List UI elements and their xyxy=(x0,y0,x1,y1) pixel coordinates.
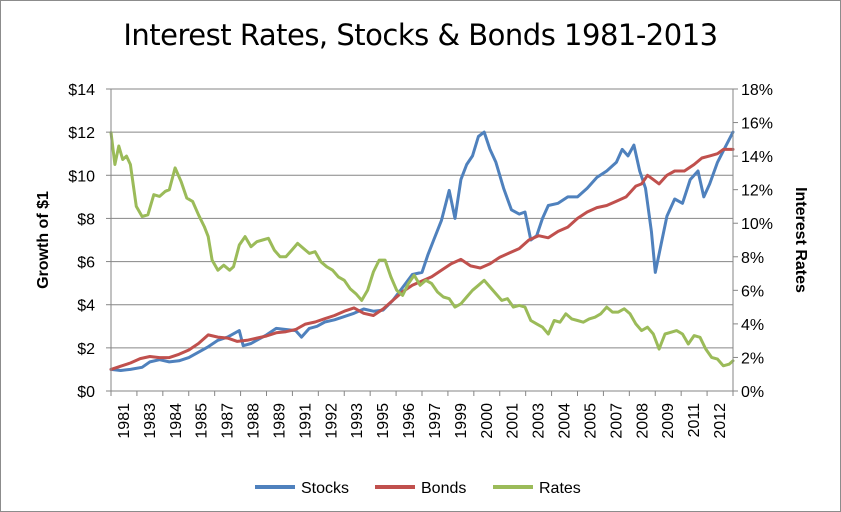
right-tick-label: 18% xyxy=(741,82,773,99)
gridlines xyxy=(111,88,733,392)
x-tick-label: 1993 xyxy=(349,403,366,439)
right-tick-label: 2% xyxy=(741,350,764,367)
series-lines xyxy=(109,130,735,372)
right-axis-title: Interest Rates xyxy=(792,187,809,293)
x-tick-label: 1996 xyxy=(401,403,418,439)
left-tick-label: $4 xyxy=(77,298,95,315)
right-tick-label: 8% xyxy=(741,250,764,267)
x-tick-label: 2012 xyxy=(712,403,729,439)
x-tick-label: 1989 xyxy=(271,403,288,439)
x-tick-label: 1995 xyxy=(375,403,392,439)
x-tick-label: 1985 xyxy=(194,403,211,439)
x-tick-label: 1987 xyxy=(220,403,237,439)
series-line-stocks xyxy=(109,130,735,372)
legend-label-bonds: Bonds xyxy=(421,480,466,497)
right-tick-label: 16% xyxy=(741,116,773,133)
series-line-bonds xyxy=(109,147,735,371)
x-tick-label: 2007 xyxy=(608,403,625,439)
x-tick-label: 2001 xyxy=(505,403,522,439)
x-tick-label: 2004 xyxy=(557,403,574,439)
x-tick-label: 1983 xyxy=(142,403,159,439)
series-line-rates xyxy=(109,131,735,368)
x-tick-label: 1991 xyxy=(297,403,314,439)
x-tick-label: 2000 xyxy=(479,403,496,439)
x-axis-ticks: 1981 1983 1984 1985 1987 1988 1989 1991 1992 1993… xyxy=(110,391,734,439)
left-axis-ticks: $0 $2 $4 $6 $8 $10 $12 $14 xyxy=(68,82,111,401)
right-tick-label: 10% xyxy=(741,216,773,233)
left-tick-label: $0 xyxy=(77,384,95,401)
left-tick-label: $12 xyxy=(68,125,95,142)
legend-label-stocks: Stocks xyxy=(301,480,349,497)
legend-label-rates: Rates xyxy=(539,480,581,497)
x-tick-label: 1992 xyxy=(323,403,340,439)
left-tick-label: $6 xyxy=(77,255,95,272)
x-tick-label: 2011 xyxy=(686,403,703,438)
right-tick-label: 14% xyxy=(741,149,773,166)
right-tick-label: 4% xyxy=(741,317,764,334)
x-tick-label: 1988 xyxy=(246,403,263,439)
x-tick-label: 1981 xyxy=(116,403,133,439)
left-tick-label: $14 xyxy=(68,82,95,99)
left-tick-label: $2 xyxy=(77,341,95,358)
x-tick-label: 2005 xyxy=(582,403,599,439)
legend: Stocks Bonds Rates xyxy=(255,480,581,497)
axes xyxy=(110,89,734,392)
x-tick-label: 2009 xyxy=(660,403,677,439)
x-tick-label: 1984 xyxy=(168,403,185,439)
right-axis-ticks: 0% 2% 4% 6% 8% 10% 12% 14% 16% 18% xyxy=(733,82,773,401)
x-tick-label: 1999 xyxy=(453,403,470,439)
x-tick-label: 1997 xyxy=(427,403,444,439)
right-tick-label: 12% xyxy=(741,183,773,200)
right-tick-label: 0% xyxy=(741,384,764,401)
left-tick-label: $10 xyxy=(68,168,95,185)
right-tick-label: 6% xyxy=(741,283,764,300)
x-tick-label: 2003 xyxy=(531,403,548,439)
left-tick-label: $8 xyxy=(77,211,95,228)
x-tick-label: 2008 xyxy=(634,403,651,439)
left-axis-title: Growth of $1 xyxy=(35,191,52,289)
chart-title: Interest Rates, Stocks & Bonds 1981-2013 xyxy=(123,18,718,52)
